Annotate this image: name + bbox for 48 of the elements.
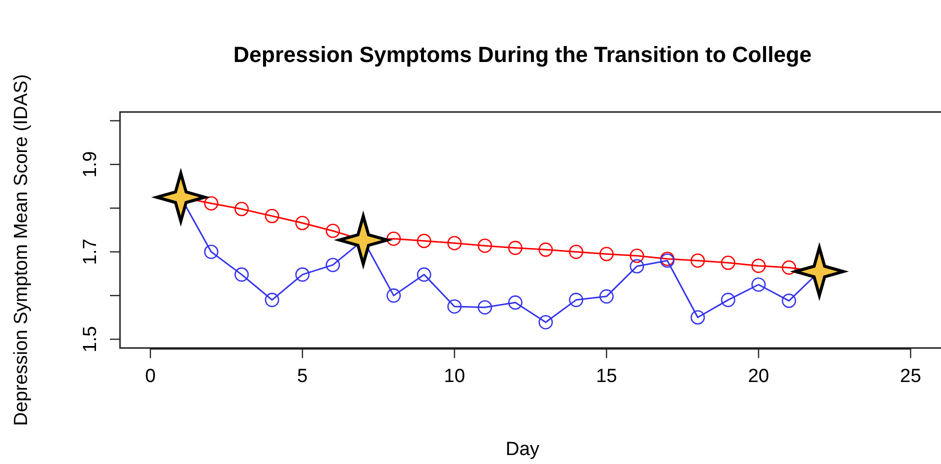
point [295,216,310,230]
point [538,242,553,257]
point [721,292,736,308]
point [690,253,705,268]
point [447,236,462,250]
point [416,267,432,282]
point [599,289,614,304]
point [264,292,280,308]
x-tick-label: 20 [748,366,770,387]
point [447,299,462,314]
point [326,224,340,238]
point [234,202,249,216]
x-tick-label: 0 [145,366,156,387]
point [386,232,401,246]
point [326,258,340,272]
point [234,267,249,282]
point [568,244,584,259]
point [204,196,218,210]
chart-title: Depression Symptoms During the Transition to College [233,42,812,67]
point [568,292,584,308]
point [599,246,614,262]
point [416,234,432,248]
point [386,288,401,303]
point [630,259,644,274]
point [630,248,644,263]
y-tick-label: 1.5 [80,326,101,352]
point [295,267,310,282]
point [690,310,705,325]
point [478,300,492,315]
point [721,256,736,270]
point [538,315,553,330]
point [508,295,522,310]
y-tick-label: 1.7 [80,238,101,266]
x-tick-label: 25 [900,366,922,387]
y-tick-label: 1.9 [80,151,101,178]
point [782,260,796,275]
point [478,238,492,253]
x-tick-label: 5 [297,366,308,387]
point [751,258,766,273]
x-tick-label: 15 [596,366,618,387]
point [508,240,522,256]
point [751,277,766,292]
x-axis-title: Day [506,439,540,460]
point [782,294,796,308]
point [204,244,218,259]
point [264,208,280,224]
x-tick-label: 10 [444,366,466,387]
y-axis-title: Depression Symptom Mean Score (IDAS) [11,74,32,426]
